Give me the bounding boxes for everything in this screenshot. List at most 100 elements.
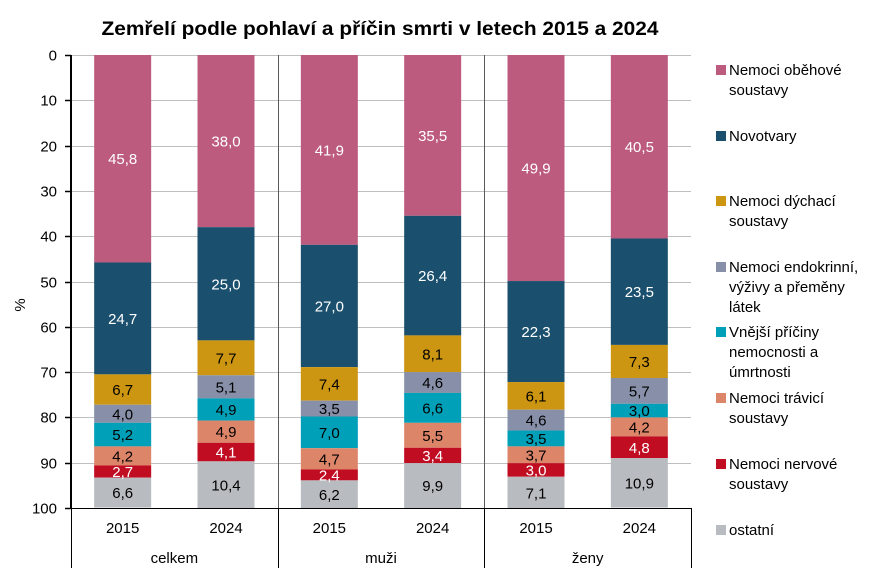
bar-segment: [197, 420, 255, 443]
bar-segment: [610, 344, 668, 378]
legend-item: Nemoci endokrinní, výživy a přeměny látek: [716, 259, 858, 316]
data-label: 49,9: [521, 161, 550, 178]
bar-segment: [300, 469, 358, 481]
y-axis-label: %: [12, 298, 29, 311]
data-label: 8,1: [422, 346, 443, 363]
legend-label: Novotvary: [729, 128, 797, 145]
x-tick-label: 2015: [313, 520, 346, 537]
y-tick-label: 60: [40, 320, 57, 337]
data-label: 6,1: [526, 388, 547, 405]
data-label: 4,0: [112, 406, 133, 423]
bar-segment: [404, 392, 462, 423]
data-label: 3,0: [629, 403, 650, 420]
legend-swatch: [716, 393, 726, 403]
data-label: 6,2: [319, 487, 340, 504]
bar-segment: [197, 442, 255, 462]
x-tick-label: 2015: [106, 520, 139, 537]
data-label: 35,5: [418, 128, 447, 145]
bar-segment: [507, 430, 565, 447]
data-label: 45,8: [108, 151, 137, 168]
data-label: 4,9: [216, 402, 237, 419]
data-label: 38,0: [211, 134, 240, 151]
bar-segment: [94, 262, 152, 375]
bar-segment: [404, 447, 462, 464]
bar-segment: [94, 422, 152, 447]
bar-segment: [197, 227, 255, 341]
data-label: 7,7: [216, 350, 237, 367]
data-label: 10,9: [625, 475, 654, 492]
data-label: 27,0: [315, 298, 344, 315]
data-label: 7,4: [319, 376, 340, 393]
bar-segment: [300, 367, 358, 401]
data-label: 4,7: [319, 451, 340, 468]
data-label: 25,0: [211, 276, 240, 293]
data-label: 7,3: [629, 354, 650, 371]
bar-segment: [507, 476, 565, 509]
legend-label: látek: [729, 299, 761, 316]
legend-swatch: [716, 196, 726, 206]
data-label: 4,2: [629, 419, 650, 436]
legend: Nemoci oběhové soustavy Novotvary Nemoci dý…: [716, 62, 858, 539]
data-label: 4,6: [422, 375, 443, 392]
x-tick-label: 2024: [416, 520, 449, 537]
bar-segment: [404, 215, 462, 336]
data-label: 6,6: [422, 400, 443, 417]
legend-swatch: [716, 459, 726, 469]
data-label: 2,7: [112, 464, 133, 481]
bar-segment: [94, 465, 152, 478]
data-label: 4,9: [216, 424, 237, 441]
legend-label: Nemoci nervové: [729, 456, 837, 473]
group-label: celkem: [151, 550, 199, 567]
bar-segment: [507, 446, 565, 464]
data-label: 5,2: [112, 427, 133, 444]
bar-segment: [300, 416, 358, 449]
bar-segment: [94, 374, 152, 405]
axes: 0 10 20 30 40 50 60 70 80 90 100 2015 2024 2015 2024 20…: [32, 48, 692, 568]
bar-segment: [507, 409, 565, 431]
data-label: 4,6: [526, 413, 547, 430]
legend-label: ostatní: [729, 522, 775, 539]
bar-segment: [197, 461, 255, 509]
bar-segment: [94, 55, 152, 263]
legend-label: soustavy: [729, 410, 789, 427]
data-label: 24,7: [108, 311, 137, 328]
bar-segment: [507, 382, 565, 410]
group-label: ženy: [572, 550, 604, 567]
legend-swatch: [716, 525, 726, 535]
bar-segment: [300, 400, 358, 417]
bar-segment: [300, 480, 358, 509]
bar-segment: [610, 377, 668, 404]
bar-segment: [610, 238, 668, 345]
gridlines: [71, 55, 691, 508]
data-label: 4,1: [216, 445, 237, 462]
data-label: 3,0: [526, 462, 547, 479]
bar-segment: [404, 422, 462, 448]
data-label: 3,7: [526, 447, 547, 464]
x-tick-label: 2024: [209, 520, 242, 537]
y-tick-label: 30: [40, 184, 57, 201]
data-label: 40,5: [625, 139, 654, 156]
bar-segment: [610, 403, 668, 418]
legend-swatch: [716, 131, 726, 141]
bar-segment: [300, 448, 358, 470]
legend-item: Nemoci nervové soustavy: [716, 456, 837, 493]
data-label: 6,7: [112, 382, 133, 399]
x-tick-label: 2024: [623, 520, 656, 537]
y-tick-label: 90: [40, 456, 57, 473]
y-tick-label: 80: [40, 410, 57, 427]
legend-item: Novotvary: [716, 128, 797, 145]
data-label: 4,8: [629, 440, 650, 457]
y-tick-label: 10: [40, 93, 57, 110]
legend-label: výživy a přeměny: [729, 279, 845, 296]
y-tick-label: 0: [49, 48, 57, 65]
legend-swatch: [716, 262, 726, 272]
chart-title: Zemřelí podle pohlaví a příčin smrti v l…: [102, 19, 659, 40]
legend-item: Nemoci trávicí soustavy: [716, 390, 825, 427]
group-label: muži: [365, 550, 397, 567]
bar-segment: [404, 463, 462, 508]
data-label: 23,5: [625, 284, 654, 301]
data-label: 5,1: [216, 379, 237, 396]
legend-item: Vnější příčiny nemocnosti a úmrtnosti: [716, 324, 820, 381]
bar-segment: [507, 281, 565, 383]
data-label: 7,1: [526, 485, 547, 502]
